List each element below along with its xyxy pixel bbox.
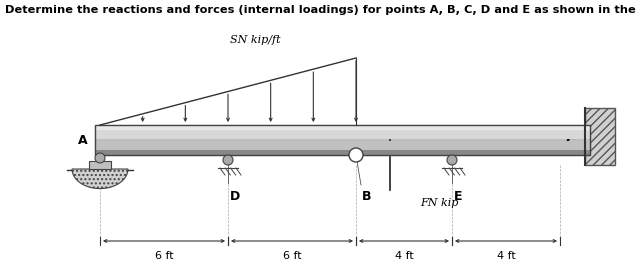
Circle shape bbox=[95, 153, 105, 163]
Polygon shape bbox=[72, 169, 128, 189]
Text: 4 ft: 4 ft bbox=[395, 251, 413, 261]
Bar bbox=[95, 125, 590, 129]
Bar bbox=[95, 129, 590, 138]
Bar bbox=[95, 125, 590, 155]
Bar bbox=[95, 141, 590, 150]
Text: D: D bbox=[230, 190, 240, 203]
Circle shape bbox=[349, 148, 363, 162]
Circle shape bbox=[223, 155, 233, 165]
Text: 6 ft: 6 ft bbox=[282, 251, 302, 261]
Text: B: B bbox=[362, 190, 371, 203]
Circle shape bbox=[447, 155, 457, 165]
Text: Determine the reactions and forces (internal loadings) for points A, B, C, D and: Determine the reactions and forces (inte… bbox=[5, 5, 639, 15]
Text: A: A bbox=[79, 133, 88, 147]
Text: E: E bbox=[454, 190, 463, 203]
Text: FN kip: FN kip bbox=[420, 198, 458, 208]
Text: 4 ft: 4 ft bbox=[497, 251, 516, 261]
Bar bbox=[95, 150, 590, 155]
Text: 6 ft: 6 ft bbox=[155, 251, 173, 261]
Bar bbox=[585, 108, 615, 165]
Text: SN kip/ft: SN kip/ft bbox=[229, 35, 281, 45]
Bar bbox=[89, 161, 111, 169]
Text: C: C bbox=[565, 135, 574, 149]
Bar bbox=[95, 125, 590, 155]
